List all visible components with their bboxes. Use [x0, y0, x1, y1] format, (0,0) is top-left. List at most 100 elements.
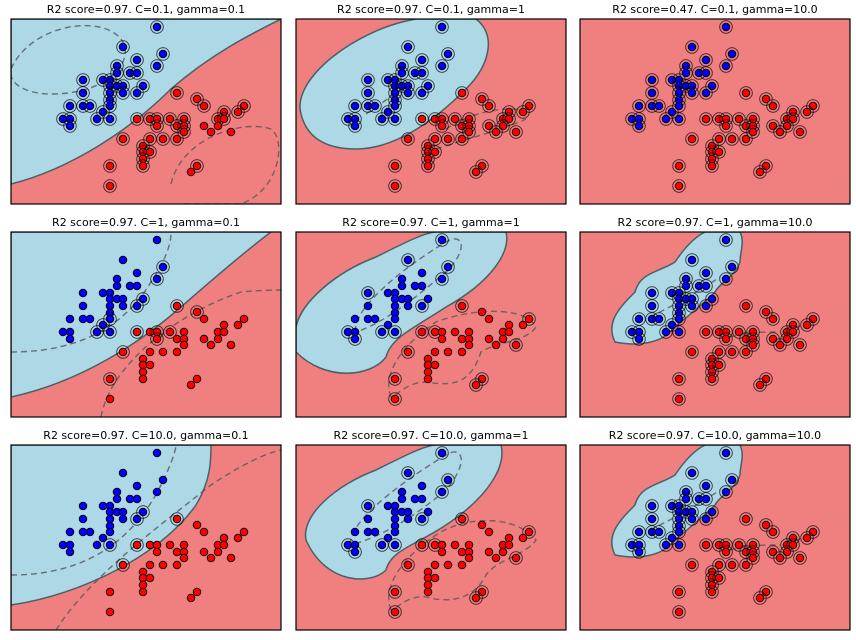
data-point-class-a — [105, 327, 115, 337]
data-point-class-b — [734, 114, 744, 124]
data-point-class-a — [98, 533, 108, 543]
support-vector-ring — [130, 512, 144, 526]
support-vector-ring — [156, 260, 170, 274]
data-point-class-b — [511, 553, 521, 563]
data-point-class-b — [417, 114, 427, 124]
data-point-class-b — [179, 127, 189, 137]
support-vector-ring — [150, 59, 164, 73]
data-point-class-b — [457, 301, 467, 311]
data-point-class-a — [687, 507, 697, 517]
data-point-class-b — [430, 134, 440, 144]
data-point-class-b — [471, 593, 481, 603]
support-vector-ring — [699, 512, 713, 526]
data-point-class-a — [687, 294, 697, 304]
subplot-title: R2 score=0.47. C=0.1, gamma=10.0 — [612, 3, 818, 16]
support-vector-ring — [766, 312, 780, 326]
data-point-class-a — [105, 88, 115, 98]
data-point-class-a — [363, 527, 373, 537]
support-vector-ring — [672, 585, 686, 599]
data-point-class-a — [363, 514, 373, 524]
support-vector-ring — [103, 112, 117, 126]
support-vector-ring — [103, 179, 117, 193]
support-vector-ring — [773, 338, 787, 352]
data-point-class-a — [112, 494, 122, 504]
support-vector-ring — [475, 92, 489, 106]
support-vector-ring — [719, 332, 733, 346]
data-point-class-a — [350, 121, 360, 131]
support-vector-ring — [719, 233, 733, 247]
data-point-class-b — [504, 114, 514, 124]
data-point-class-b — [158, 560, 168, 570]
data-point-class-b — [491, 127, 501, 137]
data-point-class-b — [172, 301, 182, 311]
data-point-class-a — [403, 255, 413, 265]
data-point-class-b — [768, 121, 778, 131]
data-point-class-a — [85, 527, 95, 537]
support-vector-ring — [699, 279, 713, 293]
support-vector-ring — [401, 86, 415, 100]
data-point-class-b — [423, 147, 433, 157]
data-point-class-a — [397, 68, 407, 78]
data-point-class-a — [721, 448, 731, 458]
data-point-class-b — [450, 327, 460, 337]
data-point-class-b — [788, 540, 798, 550]
support-vector-ring — [725, 345, 739, 359]
support-vector-ring — [388, 605, 402, 619]
subplot-title: R2 score=0.97. C=0.1, gamma=1 — [337, 3, 525, 16]
support-vector-ring — [116, 558, 130, 572]
support-vector-ring — [712, 571, 726, 585]
data-point-class-a — [377, 540, 387, 550]
support-vector-ring — [699, 66, 713, 80]
support-vector-ring — [672, 372, 686, 386]
support-vector-ring — [455, 512, 469, 526]
support-vector-ring — [435, 20, 449, 34]
support-vector-ring — [348, 119, 362, 133]
data-point-class-b — [788, 320, 798, 330]
data-point-class-a — [370, 101, 380, 111]
support-vector-ring — [435, 485, 449, 499]
data-point-class-a — [423, 507, 433, 517]
data-point-class-b — [524, 101, 534, 111]
data-point-class-b — [674, 394, 684, 404]
data-point-class-a — [647, 288, 657, 298]
data-point-class-b — [714, 347, 724, 357]
data-point-class-b — [477, 520, 487, 530]
data-point-class-b — [782, 121, 792, 131]
data-point-class-b — [186, 593, 196, 603]
data-point-class-b — [741, 301, 751, 311]
data-point-class-b — [450, 114, 460, 124]
data-point-class-b — [192, 587, 202, 597]
margin-line — [350, 451, 462, 546]
data-point-class-b — [518, 533, 528, 543]
data-point-class-b — [687, 347, 697, 357]
data-point-class-b — [768, 527, 778, 537]
data-point-class-b — [457, 121, 467, 131]
support-vector-ring — [793, 125, 807, 139]
data-point-class-a — [65, 101, 75, 111]
support-vector-ring — [672, 112, 686, 126]
data-point-class-b — [477, 307, 487, 317]
data-point-class-a — [383, 75, 393, 85]
data-point-class-b — [138, 580, 148, 590]
data-point-class-a — [661, 114, 671, 124]
support-vector-ring — [739, 345, 753, 359]
support-vector-ring — [150, 332, 164, 346]
plot-area — [295, 18, 567, 205]
data-point-class-b — [138, 161, 148, 171]
data-point-class-a — [674, 314, 684, 324]
data-point-class-b — [741, 88, 751, 98]
support-vector-ring — [753, 378, 767, 392]
axes-frame — [295, 231, 567, 418]
data-point-class-b — [437, 114, 447, 124]
data-point-class-b — [775, 127, 785, 137]
support-vector-ring — [116, 132, 130, 146]
data-point-class-b — [199, 334, 209, 344]
data-point-class-a — [410, 68, 420, 78]
support-vector-ring — [388, 112, 402, 126]
data-point-class-b — [734, 327, 744, 337]
data-point-class-b — [192, 161, 202, 171]
data-point-class-b — [423, 374, 433, 384]
subplot-3: R2 score=0.47. C=0.1, gamma=10.0 — [579, 1, 851, 206]
data-point-class-b — [145, 360, 155, 370]
data-point-class-b — [172, 347, 182, 357]
